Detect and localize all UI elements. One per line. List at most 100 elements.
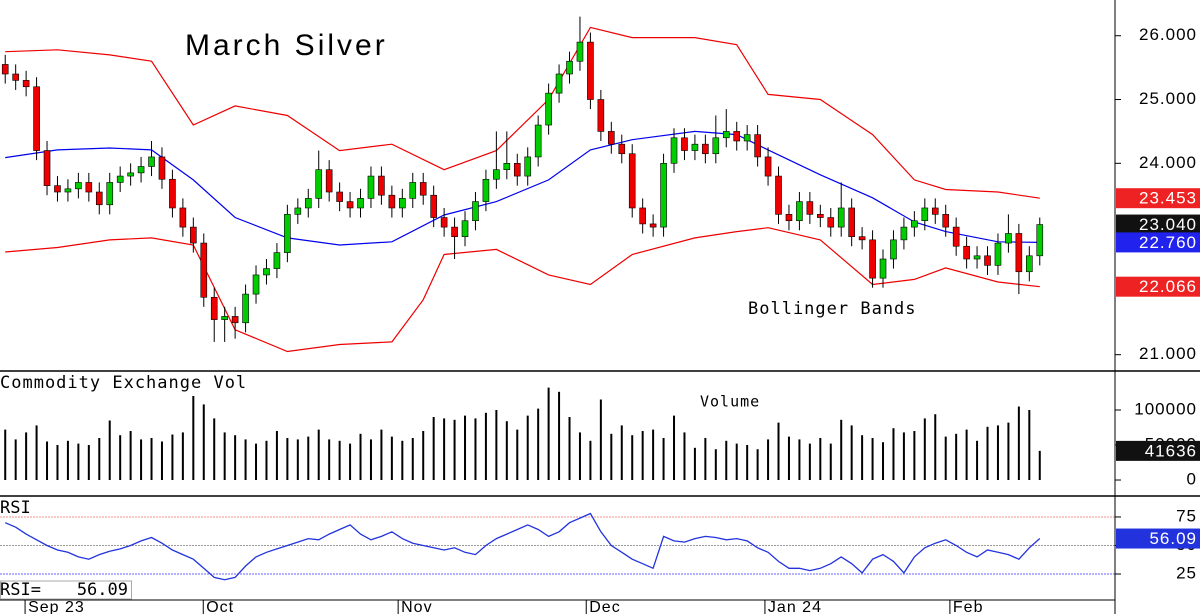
volume-bar (234, 435, 237, 481)
volume-bar (1038, 450, 1041, 481)
volume-bar (840, 419, 843, 481)
volume-bar (526, 415, 529, 481)
volume-bar (349, 443, 352, 481)
candle-body (618, 143, 626, 155)
candle-body (1005, 233, 1012, 244)
volume-bar (4, 429, 7, 481)
candle-body (179, 207, 187, 228)
volume-bar (171, 434, 174, 481)
candle-body (325, 169, 333, 193)
volume-bar (338, 440, 341, 481)
x-tick-label: Jan 24 (768, 599, 822, 614)
volume-bar (56, 445, 59, 481)
volume-bar (223, 432, 226, 481)
volume-bar (108, 420, 111, 481)
candle-body (858, 236, 866, 241)
candle-body (848, 207, 855, 237)
candle-body (54, 185, 61, 193)
candle-body (555, 73, 563, 94)
volume-bar (244, 439, 247, 481)
volume-bar (464, 415, 467, 481)
volume-bar (767, 439, 770, 481)
candle-body (461, 220, 469, 237)
volume-bar (286, 438, 289, 481)
bollinger-band (5, 130, 1040, 246)
volume-bar (401, 440, 404, 481)
candle-body (12, 73, 19, 81)
candle-body (597, 99, 605, 132)
volume-bar (119, 435, 122, 481)
rsi-readout-box (0, 580, 132, 600)
volume-bar (589, 440, 592, 481)
volume-bar (662, 438, 665, 481)
candle-body (639, 207, 646, 225)
y-tick-label: 75 (1176, 506, 1197, 525)
y-tick-label: 24.000 (1139, 153, 1197, 172)
volume-bar (558, 391, 561, 481)
volume-bar (850, 425, 853, 481)
candle-body (304, 198, 312, 209)
band-annotation: Bollinger Bands (748, 299, 917, 319)
volume-bar (202, 404, 205, 481)
volume-bar (255, 443, 258, 481)
volume-bar (819, 438, 822, 481)
volume-bar (986, 426, 989, 481)
volume-bar (955, 433, 958, 481)
volume-bar (631, 435, 634, 481)
candle-body (890, 239, 897, 260)
volume-bar (380, 429, 383, 481)
candle-body (722, 131, 730, 139)
volume-bar (1028, 410, 1031, 481)
volume-bar (432, 417, 435, 481)
volume-bar (453, 419, 456, 481)
volume-bar (787, 436, 790, 481)
value-box (1116, 528, 1200, 549)
volume-bar (652, 429, 655, 481)
volume-bar (150, 438, 153, 481)
candle-body (587, 41, 594, 100)
x-tick-label: Oct (206, 599, 234, 614)
candle-body (566, 60, 573, 75)
volume-bar (578, 432, 581, 481)
candle-body (1015, 233, 1023, 273)
volume-bar (599, 399, 602, 481)
y-tick-label: 21.000 (1139, 344, 1197, 363)
candle-body (378, 175, 385, 196)
volume-bar (892, 428, 895, 481)
candle-body (273, 252, 281, 269)
candle-body (796, 201, 803, 222)
candle-body (221, 316, 228, 320)
volume-bar (882, 442, 885, 481)
value-box-label: 56.09 (1149, 529, 1197, 548)
volume-bar (620, 425, 623, 481)
value-box-label: 23.040 (1139, 215, 1197, 234)
volume-bar (181, 432, 184, 481)
candle-body (931, 207, 939, 215)
candle-body (764, 156, 772, 177)
volume-bar (140, 439, 143, 481)
volume-bar (14, 439, 17, 481)
candle-body (984, 255, 991, 266)
candle-body (921, 207, 929, 222)
volume-title: Commodity Exchange Vol (0, 373, 247, 393)
volume-bar (484, 412, 487, 481)
value-box-label: 22.066 (1139, 277, 1197, 296)
volume-bar (871, 438, 874, 481)
volume-annotation: Volume (700, 393, 760, 411)
candle-body (681, 137, 688, 151)
volume-bar (829, 443, 832, 481)
candle-body (242, 293, 249, 324)
candle-body (660, 163, 667, 228)
y-tick-label: 25 (1176, 563, 1197, 582)
volume-bar (756, 449, 759, 481)
value-box (1116, 232, 1200, 253)
candle-body (409, 182, 417, 199)
candle-body (64, 188, 72, 193)
candle-body (482, 178, 490, 202)
y-tick-label: 0 (1187, 470, 1197, 489)
candle-body (973, 255, 981, 260)
candle-body (430, 194, 437, 218)
candle-body (628, 153, 636, 209)
candle-body (231, 316, 239, 324)
volume-bar (35, 425, 38, 481)
